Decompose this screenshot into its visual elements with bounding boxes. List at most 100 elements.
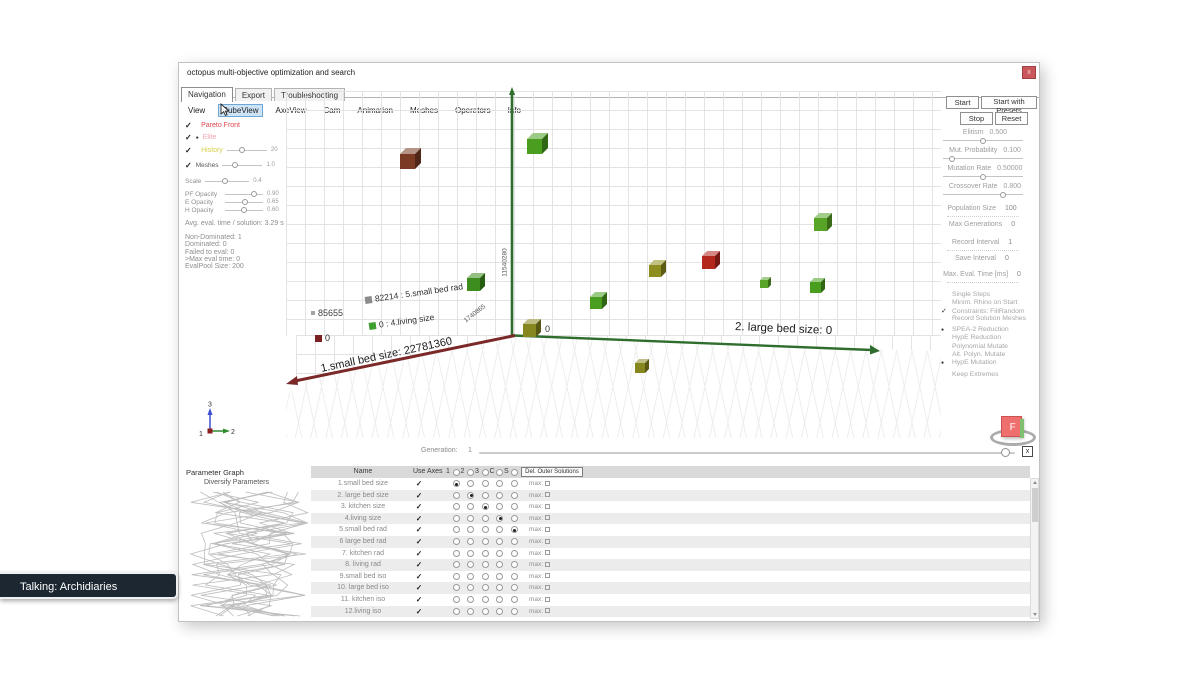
checkbox-empty[interactable] [941, 299, 952, 306]
elitism-slider[interactable] [943, 137, 1023, 144]
max-checkbox-icon[interactable] [545, 480, 551, 486]
row-axis-radio[interactable] [510, 549, 518, 557]
row-axis-radio[interactable] [481, 572, 489, 580]
scale-slider[interactable] [205, 178, 250, 185]
row-axis-radio[interactable] [481, 607, 489, 615]
checkbox-checked-icon[interactable]: ✓ [185, 145, 192, 155]
generation-close-button[interactable]: x [1022, 446, 1033, 457]
max-eval-time-ms-field[interactable]: Max. Eval. Time [ms] 0 [919, 271, 1039, 278]
row-max-toggle[interactable]: max: [529, 571, 551, 583]
del-outer-solutions-button[interactable]: Del. Outer Solutions [521, 467, 583, 477]
row-max-toggle[interactable]: max: [529, 582, 551, 594]
row-axis-radio[interactable] [510, 572, 518, 580]
checkbox-empty[interactable] [941, 371, 952, 378]
max-checkbox-icon[interactable] [545, 526, 551, 532]
checkbox-empty[interactable] [941, 291, 952, 298]
option-minim-rhino-on-start[interactable]: Minim. Rhino on Start [941, 299, 1039, 306]
checkbox-checked-icon[interactable]: ✓ [185, 120, 192, 130]
row-max-toggle[interactable]: max: [529, 478, 551, 490]
tab-export[interactable]: Export [234, 88, 272, 101]
crossover-rate-slider[interactable] [943, 191, 1023, 198]
row-use-checkbox[interactable]: ✓ [415, 479, 423, 488]
checkbox-empty[interactable] [941, 315, 952, 322]
close-button[interactable]: x [1022, 66, 1036, 79]
row-axis-radio[interactable] [510, 607, 518, 615]
row-axis-radio[interactable] [496, 503, 503, 511]
row-axis-radio[interactable] [510, 561, 518, 569]
row-max-toggle[interactable]: max: [529, 536, 551, 548]
scroll-down-icon[interactable] [1031, 610, 1038, 618]
row-use-checkbox[interactable]: ✓ [415, 525, 423, 535]
solution-cube[interactable] [467, 273, 485, 291]
row-use-checkbox[interactable]: ✓ [415, 490, 423, 500]
row-max-toggle[interactable]: max: [529, 524, 551, 536]
history-slider[interactable] [226, 147, 267, 154]
row-axis-radio[interactable] [452, 549, 460, 557]
row-use-checkbox[interactable]: ✓ [415, 560, 423, 570]
checkbox-checked-icon[interactable]: ✓ [185, 160, 192, 170]
radio-empty[interactable] [941, 344, 952, 350]
row-axis-radio[interactable] [496, 572, 503, 580]
solution-cube[interactable] [809, 277, 825, 293]
solution-cube[interactable] [589, 291, 607, 309]
solution-cube[interactable] [648, 259, 666, 277]
axis-col-radio[interactable] [481, 469, 489, 476]
e-opacity-slider-knob[interactable] [242, 199, 248, 205]
max-checkbox-icon[interactable] [545, 584, 551, 590]
row-axis-radio[interactable] [481, 584, 489, 592]
menu-item-cubeview[interactable]: CubeView [218, 104, 263, 117]
max-checkbox-icon[interactable] [545, 538, 551, 544]
row-axis-radio[interactable] [510, 503, 518, 511]
row-axis-radio[interactable] [452, 584, 460, 592]
option-polynomial-mutate[interactable]: Polynomial Mutate [941, 343, 1039, 350]
row-use-checkbox[interactable]: ✓ [415, 548, 423, 558]
row-axis-radio[interactable] [452, 572, 460, 580]
option-hype-mutation[interactable]: ● HypE Mutation [941, 359, 1039, 366]
radio-empty[interactable] [941, 352, 952, 358]
generation-slider[interactable] [479, 452, 1015, 454]
row-axis-radio[interactable] [467, 514, 474, 522]
row-axis-radio[interactable] [510, 584, 518, 592]
field-slider-track[interactable] [947, 216, 1019, 217]
max-checkbox-icon[interactable] [545, 561, 551, 567]
row-axis-radio[interactable] [452, 596, 460, 603]
e-opacity-slider[interactable] [225, 199, 263, 206]
row-max-toggle[interactable]: max: [529, 501, 551, 513]
row-axis-radio[interactable] [452, 491, 460, 499]
solution-cube[interactable] [814, 213, 832, 231]
h-opacity-slider-knob[interactable] [241, 207, 247, 213]
radio-selected-icon[interactable]: ● [941, 327, 945, 333]
row-axis-radio[interactable] [452, 514, 460, 522]
row-axis-radio[interactable] [496, 584, 503, 592]
scale-slider-knob[interactable] [222, 178, 229, 184]
save-interval-field[interactable]: Save Interval 0 [919, 255, 1039, 262]
row-max-toggle[interactable]: max: [529, 606, 551, 618]
table-scrollbar[interactable] [1030, 478, 1039, 619]
row-axis-radio[interactable] [510, 480, 518, 487]
pf-opacity-slider-knob[interactable] [251, 191, 257, 197]
row-max-toggle[interactable]: max: [529, 513, 551, 525]
row-axis-radio[interactable] [510, 538, 518, 545]
row-axis-radio[interactable] [496, 596, 503, 603]
field-slider-track[interactable] [947, 250, 1019, 251]
row-axis-radio[interactable] [467, 572, 474, 580]
option-constraints-fillrandom[interactable]: ✓ Constraints: FillRandom [941, 307, 1039, 315]
row-use-checkbox[interactable]: ✓ [415, 571, 423, 581]
row-axis-radio[interactable] [496, 491, 503, 499]
parameter-parallel-graph[interactable] [184, 489, 314, 619]
row-max-toggle[interactable]: max: [529, 559, 551, 571]
diversify-parameters-toggle[interactable]: Diversify Parameters [204, 479, 269, 486]
solution-cube[interactable] [759, 276, 771, 288]
solution-cube[interactable] [526, 132, 548, 154]
row-axis-radio[interactable] [481, 549, 489, 557]
option-spea-2-reduction[interactable]: ● SPEA-2 Reduction [941, 326, 1039, 333]
row-axis-radio[interactable] [467, 607, 474, 615]
row-axis-radio[interactable] [467, 526, 474, 534]
row-axis-radio[interactable] [496, 526, 503, 534]
option-keep-extremes[interactable]: Keep Extremes [941, 371, 1039, 378]
pf-opacity-slider[interactable] [225, 191, 263, 198]
max-checkbox-icon[interactable] [545, 515, 551, 521]
row-axis-radio[interactable] [467, 480, 474, 487]
row-axis-radio[interactable] [481, 561, 489, 569]
row-axis-radio[interactable] [481, 514, 489, 522]
